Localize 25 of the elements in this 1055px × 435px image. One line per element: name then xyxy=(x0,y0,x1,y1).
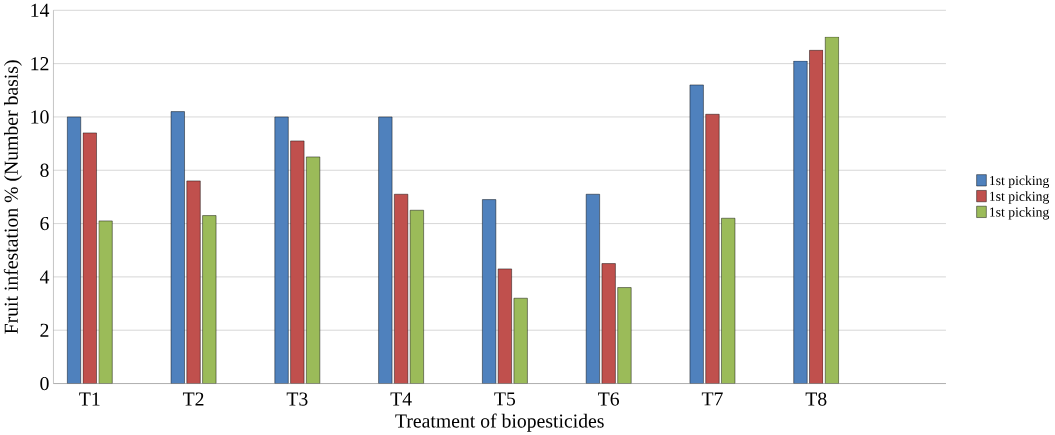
x-tick-label: T6 xyxy=(598,392,620,406)
y-tick-label: 10 xyxy=(31,110,49,124)
y-tick-label: 14 xyxy=(31,3,50,17)
y-tick-label: 2 xyxy=(40,323,49,337)
x-tick-label: T8 xyxy=(805,392,827,406)
legend-label: 1st picking xyxy=(990,191,1050,204)
x-axis-title: Treatment of biopesticides xyxy=(395,413,604,432)
y-tick-label: 0 xyxy=(40,376,49,390)
y-axis-title: Fruit infestation % (Number basis) xyxy=(3,60,22,334)
x-tick-label: T1 xyxy=(79,392,100,406)
x-tick-label: T4 xyxy=(390,392,412,406)
legend-label: 1st picking xyxy=(990,206,1050,220)
bar xyxy=(825,36,839,384)
bar xyxy=(67,116,81,384)
legend-label: 1st picking xyxy=(990,175,1050,188)
x-tick-label: T7 xyxy=(701,392,723,406)
y-tick-label: 6 xyxy=(40,216,49,230)
bar xyxy=(98,220,113,384)
y-tick-label: 12 xyxy=(31,56,49,70)
x-tick-label: T3 xyxy=(286,392,308,406)
y-tick-label: 4 xyxy=(39,270,50,284)
bar xyxy=(82,132,97,384)
y-tick-label: 8 xyxy=(40,163,49,177)
x-tick-label: T5 xyxy=(494,392,516,406)
x-tick-label: T2 xyxy=(182,392,204,406)
